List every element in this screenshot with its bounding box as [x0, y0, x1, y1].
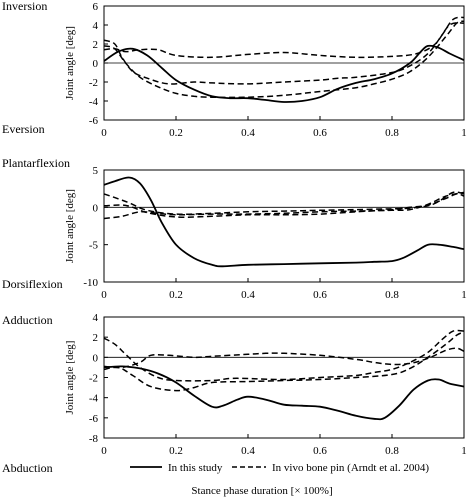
- panel-1: -6 -4 -2 0 2 4 6 0 0.2 0.4 0.6 0.8 1 Joint angle [deg…: [2, 0, 467, 139]
- x-tick-label: 0.8: [385, 127, 399, 139]
- side-label-bottom: Dorsiflexion: [2, 277, 63, 291]
- series-dashed-line-2: [103, 16, 465, 85]
- legend-solid-label: In this study: [168, 462, 223, 474]
- series-dashed-line-3: [103, 20, 465, 99]
- x-tick-label: 0.8: [385, 289, 399, 301]
- y-tick-label: 5: [93, 165, 99, 177]
- y-axis-label: Joint angle [deg]: [64, 26, 76, 100]
- x-tick-label: 0.4: [241, 289, 255, 301]
- y-tick-label: -6: [89, 413, 99, 425]
- y-tick-label: -8: [89, 433, 99, 445]
- y-tick-label: -6: [89, 115, 99, 127]
- y-tick-label: 4: [93, 20, 99, 32]
- y-tick-label: -4: [89, 393, 99, 405]
- x-tick-label: 0: [101, 445, 107, 457]
- side-label-bottom: Abduction: [2, 461, 53, 475]
- x-tick-label: 0.8: [385, 445, 399, 457]
- series-dashed-line-1: [103, 347, 465, 369]
- y-tick-label: 0: [93, 202, 99, 214]
- y-axis-label: Joint angle [deg]: [64, 341, 76, 415]
- y-tick-label: -2: [89, 77, 98, 89]
- series-dashed-line-1: [103, 22, 465, 59]
- y-tick-label: 6: [93, 1, 99, 13]
- side-label-top: Plantarflexion: [2, 156, 70, 170]
- panel-3: -8 -6 -4 -2 0 2 4 0 0.2 0.4 0.6 0.8 1 Joint angle [de…: [2, 312, 467, 475]
- legend: In this study In vivo bone pin (Arndt et…: [130, 462, 429, 474]
- x-tick-label: 0.6: [313, 127, 327, 139]
- series-solid-line: [103, 44, 465, 103]
- y-tick-label: -2: [89, 373, 98, 385]
- y-tick-label: -10: [83, 277, 98, 289]
- series-solid-line: [103, 176, 465, 268]
- series-solid-line: [103, 365, 465, 421]
- x-tick-label: 0.4: [241, 445, 255, 457]
- side-label-top: Inversion: [2, 0, 47, 13]
- series-dashed-line-2: [103, 329, 465, 382]
- y-tick-label: 2: [93, 332, 99, 344]
- x-tick-label: 0: [101, 289, 107, 301]
- y-axis-label: Joint angle [deg]: [64, 189, 76, 263]
- series-dashed-line-3: [103, 331, 465, 392]
- y-tick-label: -5: [89, 240, 99, 252]
- x-tick-label: 0.2: [169, 445, 183, 457]
- plot-frame: [103, 169, 465, 283]
- x-tick-label: 0.2: [169, 127, 183, 139]
- side-label-top: Adduction: [2, 313, 53, 327]
- x-axis-label: Stance phase duration [× 100%]: [191, 485, 332, 497]
- x-tick-label: 1: [461, 127, 467, 139]
- y-tick-label: -4: [89, 96, 99, 108]
- x-tick-label: 1: [461, 289, 467, 301]
- x-tick-label: 1: [461, 445, 467, 457]
- x-tick-label: 0.2: [169, 289, 183, 301]
- legend-dashed-label: In vivo bone pin (Arndt et al. 2004): [272, 462, 429, 474]
- x-tick-label: 0.6: [313, 289, 327, 301]
- x-tick-label: 0: [101, 127, 107, 139]
- x-tick-label: 0.6: [313, 445, 327, 457]
- panel-2: -10 -5 0 5 0 0.2 0.4 0.6 0.8 1 Joint angle [deg] Pl…: [2, 156, 467, 301]
- y-tick-label: 2: [93, 39, 99, 51]
- y-tick-label: 0: [93, 352, 99, 364]
- x-tick-label: 0.4: [241, 127, 255, 139]
- series-dashed-line-2: [103, 191, 465, 220]
- y-tick-label: 4: [93, 312, 99, 324]
- side-label-bottom: Eversion: [2, 122, 45, 136]
- series-dashed-line-3: [103, 191, 465, 215]
- y-tick-label: 0: [93, 58, 99, 70]
